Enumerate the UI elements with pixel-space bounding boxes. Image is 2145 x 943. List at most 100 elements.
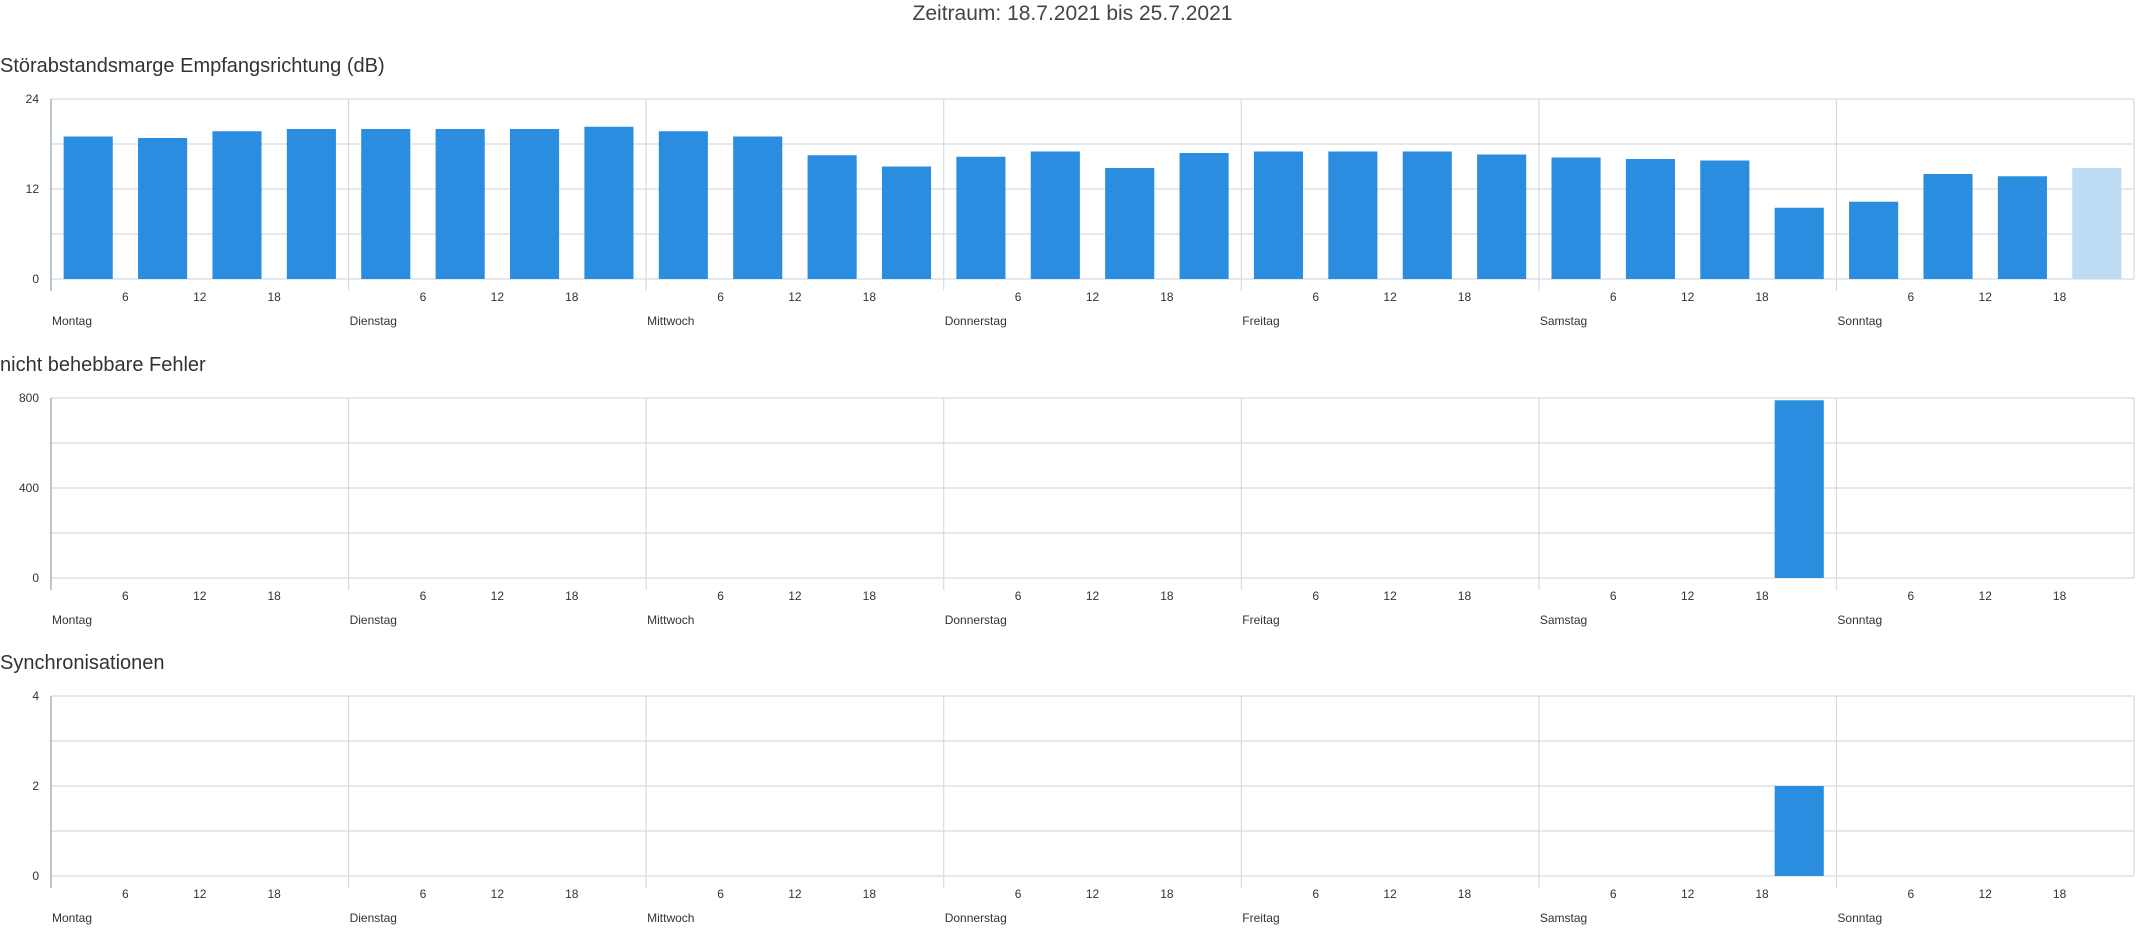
chart-snr-margin: 0 12 24 6 12 18 Montag 6 12 18 Dienstag 6 12 18 Mittwo… [26, 92, 2135, 328]
x-tick-label: 18 [267, 887, 281, 901]
x-tick-label: 12 [193, 887, 207, 901]
x-tick-label: 6 [1610, 589, 1617, 603]
day-label: Dienstag [350, 613, 397, 627]
x-tick-label: 6 [1610, 887, 1617, 901]
x-tick-label: 6 [420, 290, 427, 304]
day-label: Mittwoch [647, 911, 694, 925]
x-tick-label: 12 [491, 290, 505, 304]
x-tick-label: 6 [1907, 887, 1914, 901]
x-tick-label: 18 [565, 589, 579, 603]
bar [1328, 151, 1378, 279]
y-tick-label: 400 [19, 481, 39, 495]
x-tick-label: 18 [863, 290, 877, 304]
x-tick-label: 18 [1160, 589, 1174, 603]
chart-uncorrectable-errors: 0 400 800 6 12 18 Montag 6 12 18 Dienstag 6 12 18 Mitt… [19, 391, 2135, 627]
bar [1105, 168, 1155, 279]
bar [510, 129, 560, 279]
x-tick-label: 6 [1907, 290, 1914, 304]
bar [1700, 160, 1750, 279]
day-label: Freitag [1242, 314, 1279, 328]
x-tick-label: 18 [1755, 290, 1769, 304]
x-tick-label: 18 [1458, 290, 1472, 304]
x-tick-label: 12 [1979, 290, 1993, 304]
x-tick-label: 6 [717, 589, 724, 603]
day-label: Donnerstag [945, 314, 1007, 328]
bar [1179, 153, 1229, 279]
chart-title-sync: Synchronisationen [0, 652, 165, 674]
y-tick-label: 0 [32, 571, 39, 585]
x-tick-label: 12 [1979, 887, 1993, 901]
x-tick-label: 12 [1383, 887, 1397, 901]
bar [1923, 174, 1973, 279]
x-tick-label: 6 [1015, 589, 1022, 603]
y-tick-label: 2 [32, 779, 39, 793]
y-tick-label: 12 [26, 182, 40, 196]
bar [658, 131, 708, 279]
x-tick-label: 12 [491, 589, 505, 603]
bar [435, 129, 485, 279]
x-tick-label: 18 [267, 290, 281, 304]
x-tick-label: 12 [1681, 589, 1695, 603]
x-tick-label: 18 [565, 887, 579, 901]
chart-title-errors: nicht behebbare Fehler [0, 354, 206, 376]
day-label: Dienstag [350, 911, 397, 925]
x-tick-label: 18 [1755, 887, 1769, 901]
x-tick-label: 6 [122, 589, 129, 603]
x-tick-label: 18 [2053, 887, 2067, 901]
x-tick-label: 18 [863, 887, 877, 901]
day-label: Mittwoch [647, 613, 694, 627]
x-tick-label: 6 [122, 290, 129, 304]
bar [881, 166, 932, 279]
x-tick-label: 12 [1086, 887, 1100, 901]
y-tick-label: 800 [19, 391, 39, 405]
bar [1625, 159, 1675, 279]
day-label: Freitag [1242, 911, 1279, 925]
x-tick-label: 12 [1979, 589, 1993, 603]
x-tick-label: 6 [122, 887, 129, 901]
y-tick-label: 4 [32, 689, 39, 703]
x-tick-label: 12 [1086, 589, 1100, 603]
bar [1030, 151, 1080, 279]
period-title: Zeitraum: 18.7.2021 bis 25.7.2021 [912, 2, 1233, 25]
bar [1774, 786, 1824, 876]
x-tick-label: 18 [1458, 887, 1472, 901]
x-tick-label: 12 [1681, 887, 1695, 901]
day-label: Dienstag [350, 314, 397, 328]
day-label: Montag [52, 911, 92, 925]
x-tick-label: 12 [1383, 589, 1397, 603]
bar [956, 156, 1006, 279]
x-tick-label: 12 [491, 887, 505, 901]
x-tick-label: 18 [2053, 290, 2067, 304]
bar [807, 155, 857, 279]
x-tick-label: 12 [1383, 290, 1397, 304]
x-tick-label: 18 [1458, 589, 1472, 603]
bar [63, 136, 113, 279]
day-label: Montag [52, 314, 92, 328]
x-tick-label: 12 [788, 589, 802, 603]
bar [1774, 207, 1824, 279]
day-label: Mittwoch [647, 314, 694, 328]
day-label: Sonntag [1837, 911, 1882, 925]
bar [1551, 157, 1601, 279]
x-tick-label: 12 [193, 589, 207, 603]
x-tick-label: 6 [420, 589, 427, 603]
x-tick-label: 18 [1755, 589, 1769, 603]
x-tick-label: 18 [267, 589, 281, 603]
day-label: Sonntag [1837, 613, 1882, 627]
bar [138, 138, 188, 279]
x-tick-label: 12 [1681, 290, 1695, 304]
x-tick-label: 12 [788, 290, 802, 304]
x-tick-label: 12 [193, 290, 207, 304]
bar [361, 129, 411, 279]
x-tick-label: 6 [420, 887, 427, 901]
x-tick-label: 18 [1160, 887, 1174, 901]
x-tick-label: 6 [1312, 887, 1319, 901]
x-tick-label: 6 [1015, 887, 1022, 901]
bar [1997, 176, 2047, 279]
bar [1402, 151, 1452, 279]
x-tick-label: 6 [1610, 290, 1617, 304]
y-tick-label: 0 [32, 272, 39, 286]
day-label: Sonntag [1837, 314, 1882, 328]
bar [1253, 151, 1304, 279]
day-label: Freitag [1242, 613, 1279, 627]
